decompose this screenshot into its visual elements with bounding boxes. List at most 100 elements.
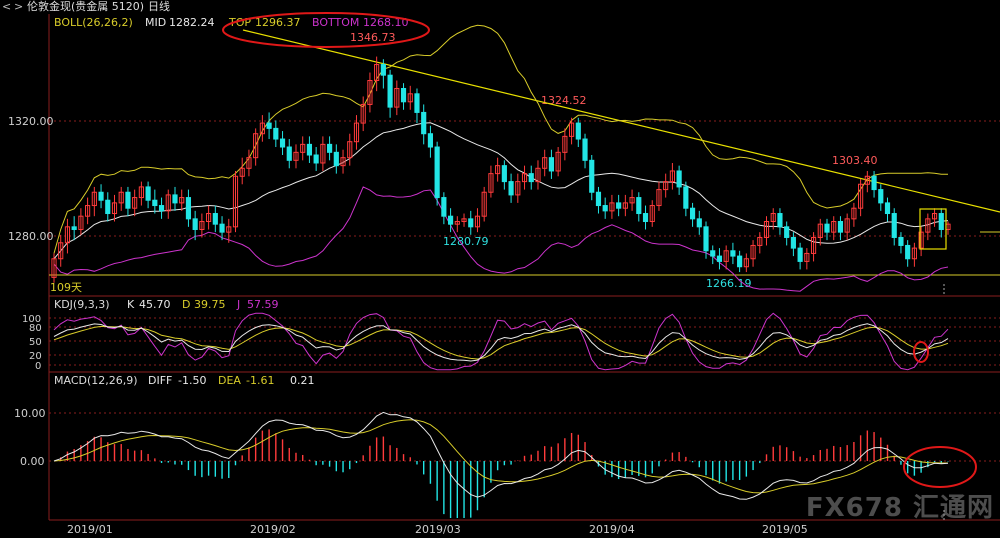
candle-body bbox=[441, 197, 447, 217]
boll-bottom-label: BOTTOM bbox=[312, 16, 360, 29]
boll-mid-value: 1282.24 bbox=[169, 16, 215, 29]
kdj-d-value: 39.75 bbox=[194, 298, 226, 311]
candle-body bbox=[669, 170, 675, 183]
header-highlight-circle bbox=[222, 12, 430, 48]
candle-body bbox=[616, 202, 622, 209]
macd-tick-10: 10.00 bbox=[14, 407, 46, 420]
candle-body bbox=[118, 191, 124, 204]
candle-body bbox=[555, 151, 561, 172]
candle-body bbox=[629, 197, 635, 204]
boll-mid-label: MID bbox=[145, 16, 167, 29]
annotation-high-1346: 1346.73 bbox=[350, 31, 396, 44]
candle-body bbox=[864, 175, 870, 185]
candle-body bbox=[320, 143, 326, 164]
boll-middle-band bbox=[53, 122, 949, 260]
instrument-title: 伦敦金现(贵金属 5120) bbox=[27, 0, 145, 13]
kdj-label: KDJ(9,3,3) bbox=[54, 298, 110, 311]
candle-body bbox=[622, 202, 628, 209]
kdj-j-line bbox=[53, 312, 949, 371]
kdj-d-label: D bbox=[182, 298, 191, 311]
candle-body bbox=[770, 213, 776, 223]
candle-body bbox=[851, 207, 857, 220]
candle-body bbox=[407, 93, 413, 103]
candle-body bbox=[179, 197, 185, 204]
macd-dea-label: DEA bbox=[218, 374, 241, 387]
boll-top-value: 1296.37 bbox=[255, 16, 301, 29]
candle-body bbox=[790, 236, 796, 249]
candle-body bbox=[777, 213, 783, 228]
candle-body bbox=[703, 226, 709, 252]
candle-body bbox=[495, 165, 501, 175]
candle-body bbox=[858, 183, 864, 209]
candle-body bbox=[71, 226, 77, 230]
candle-body bbox=[810, 236, 817, 254]
candle-body bbox=[837, 221, 844, 233]
candle-body bbox=[78, 215, 84, 230]
candle-body bbox=[421, 111, 427, 135]
candle-body bbox=[784, 226, 790, 238]
candle-body bbox=[374, 64, 380, 82]
candle-body bbox=[58, 242, 64, 260]
annotation-high-1324: 1324.52 bbox=[541, 94, 587, 107]
candle-body bbox=[528, 173, 534, 183]
candle-body bbox=[831, 221, 837, 233]
candle-body bbox=[286, 146, 292, 161]
candle-body bbox=[609, 202, 615, 212]
macd-tick-0: 0.00 bbox=[20, 455, 45, 468]
candle-body bbox=[763, 221, 770, 238]
period-label[interactable]: 日线 bbox=[148, 0, 170, 13]
x-tick-2019-04: 2019/04 bbox=[589, 523, 635, 536]
candle-body bbox=[676, 170, 682, 188]
candle-body bbox=[884, 202, 891, 215]
candle-body bbox=[387, 74, 393, 108]
x-tick-2019-05: 2019/05 bbox=[762, 523, 808, 536]
nav-back-button[interactable]: < bbox=[2, 0, 12, 13]
candle-body bbox=[340, 157, 346, 167]
candle-body bbox=[461, 218, 467, 223]
candle-body bbox=[656, 189, 662, 207]
kdj-d-line bbox=[53, 325, 949, 360]
candle-body bbox=[575, 122, 581, 140]
nav-forward-button[interactable]: > bbox=[14, 0, 24, 13]
candle-body bbox=[582, 138, 588, 161]
x-tick-2019-02: 2019/02 bbox=[250, 523, 296, 536]
candle-body bbox=[663, 181, 669, 191]
macd-hist-value: 0.21 bbox=[290, 374, 315, 387]
kdj-k-line bbox=[53, 323, 949, 362]
candle-body bbox=[165, 194, 171, 212]
macd-diff-label: DIFF bbox=[148, 374, 173, 387]
candle-body bbox=[905, 244, 911, 260]
macd-diff-line bbox=[53, 411, 949, 500]
candle-body bbox=[333, 151, 339, 167]
boll-lower-band bbox=[53, 186, 949, 292]
candle-body bbox=[434, 146, 440, 199]
candle-body bbox=[891, 213, 897, 238]
candle-body bbox=[293, 151, 299, 161]
candle-body bbox=[757, 236, 763, 246]
candle-body bbox=[817, 223, 823, 238]
candle-body bbox=[871, 175, 877, 191]
candle-body bbox=[548, 157, 554, 172]
candle-body bbox=[232, 175, 239, 228]
kdj-tick-80: 80 bbox=[29, 323, 42, 334]
candle-body bbox=[145, 186, 151, 201]
kdj-tick-50: 50 bbox=[29, 337, 42, 348]
candle-body bbox=[562, 135, 568, 153]
candle-body bbox=[64, 226, 71, 244]
candle-body bbox=[219, 223, 225, 233]
candle-body bbox=[642, 213, 649, 223]
candle-body bbox=[508, 181, 514, 196]
candle-body bbox=[689, 207, 696, 220]
candle-body bbox=[878, 189, 884, 204]
candle-body bbox=[804, 252, 810, 262]
candle-body bbox=[138, 186, 144, 199]
candle-body bbox=[327, 143, 333, 153]
candle-body bbox=[716, 255, 723, 262]
candle-body bbox=[730, 250, 736, 257]
kdj-cross-circle bbox=[913, 341, 929, 363]
macd-label: MACD(12,26,9) bbox=[54, 374, 138, 387]
candle-body bbox=[199, 221, 205, 230]
kdj-tick-100: 100 bbox=[22, 314, 41, 325]
candle-body bbox=[91, 191, 97, 207]
